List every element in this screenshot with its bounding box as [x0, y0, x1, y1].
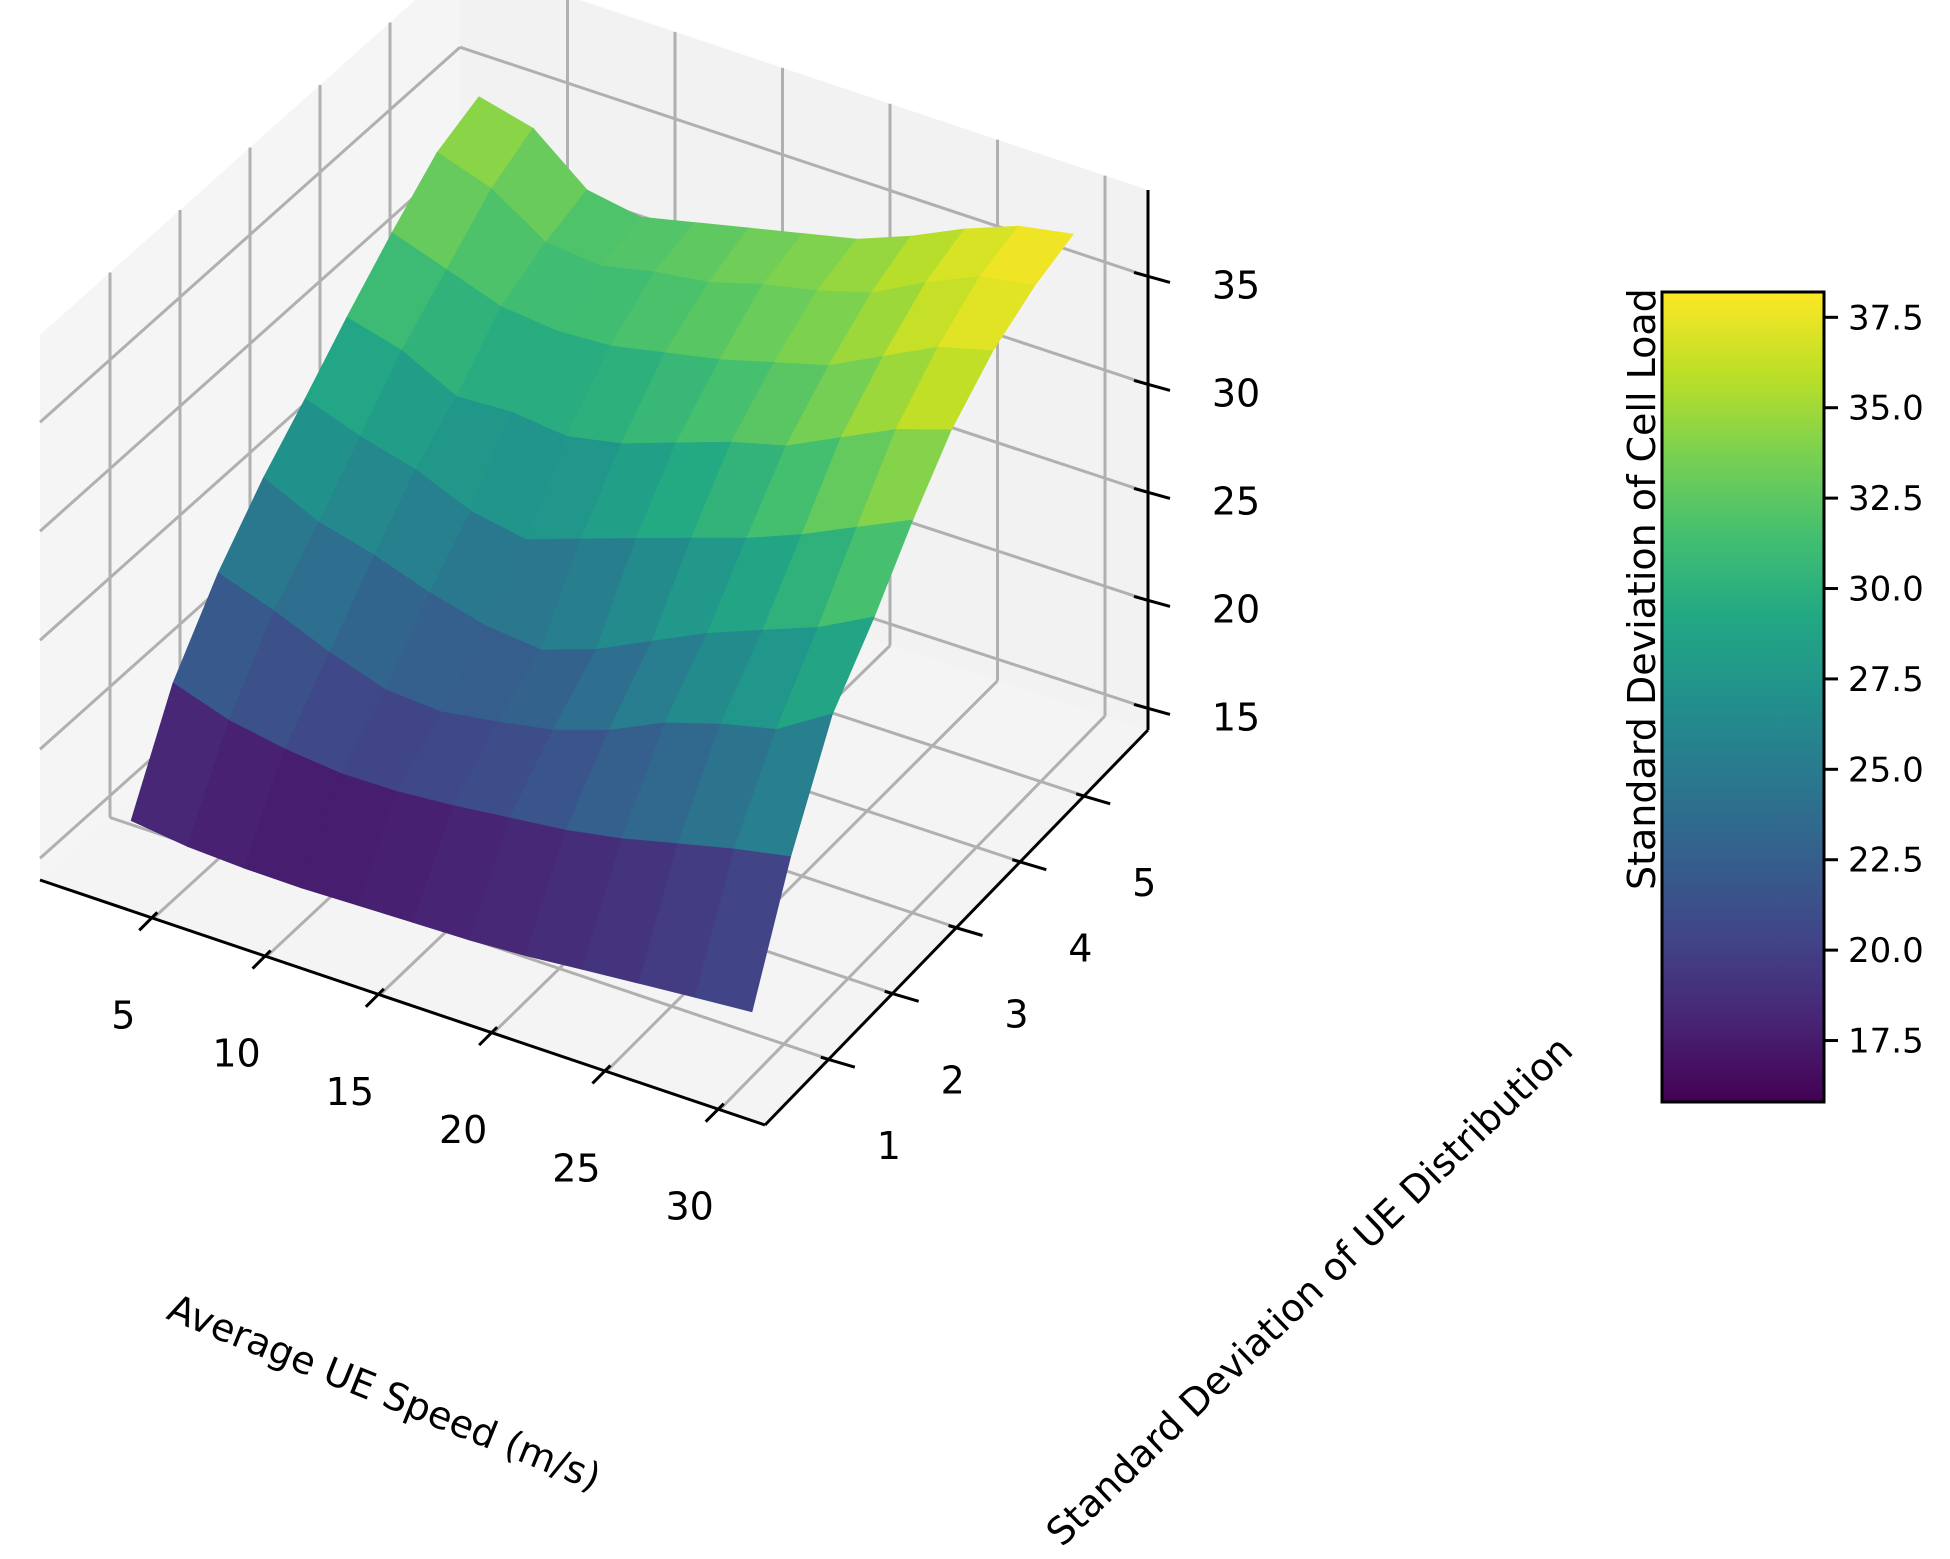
colorbar-tick-label: 35.0	[1848, 389, 1924, 429]
colorbar-tick-label: 22.5	[1848, 841, 1924, 881]
x-tick-label: 30	[666, 1185, 714, 1229]
x-tick-label: 10	[212, 1032, 260, 1076]
colorbar-gradient	[1660, 290, 1826, 1104]
x-tick-label: 15	[326, 1070, 374, 1114]
y-tick-label: 3	[1004, 993, 1028, 1037]
x-tick-label: 5	[111, 993, 135, 1037]
y-tick-label: 2	[941, 1058, 965, 1102]
x-axis-label: Average UE Speed (m/s)	[162, 1286, 607, 1500]
y-tick-label: 4	[1068, 927, 1092, 971]
colorbar-tick-label: 30.0	[1848, 570, 1924, 610]
colorbar-ticks: 17.5 20.0 22.5 25.0 27.5 30.0 32.5 35.0 37.5	[1824, 298, 1924, 1062]
colorbar-tick-label: 20.0	[1848, 931, 1924, 971]
z-tick-label: 35	[1212, 263, 1260, 307]
x-tick-label: 25	[552, 1146, 600, 1190]
z-tick-label: 25	[1212, 479, 1260, 523]
z-tick-label: 15	[1212, 695, 1260, 739]
surface-patch	[694, 848, 792, 1013]
z-tick-label: 30	[1212, 371, 1260, 415]
z-tick-label: 20	[1212, 587, 1260, 631]
y-tick-label: 1	[877, 1124, 901, 1168]
z-axis-label: Standard Deviation of Cell Load	[1620, 288, 1664, 890]
colorbar-tick-label: 17.5	[1848, 1022, 1924, 1062]
y-axis-label: Standard Deviation of UE Distribution	[1038, 1027, 1582, 1554]
colorbar-tick-label: 25.0	[1848, 750, 1924, 790]
colorbar: 17.5 20.0 22.5 25.0 27.5 30.0 32.5 35.0 37.5	[1660, 290, 1924, 1104]
colorbar-tick-label: 32.5	[1848, 479, 1924, 519]
y-tick-label: 5	[1132, 861, 1156, 905]
x-tick-label: 20	[439, 1108, 487, 1152]
colorbar-tick-label: 37.5	[1848, 298, 1924, 338]
surface-mesh	[130, 96, 1074, 1013]
colorbar-tick-label: 27.5	[1848, 660, 1924, 700]
